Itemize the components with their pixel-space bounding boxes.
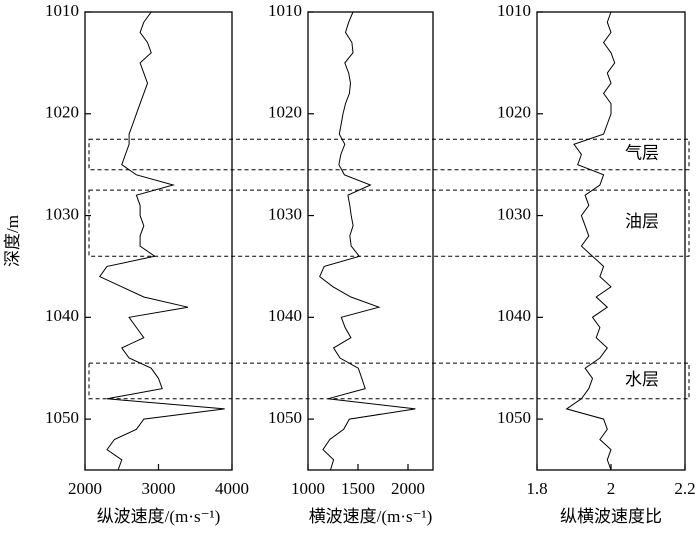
y-tick-label: 1010 — [268, 1, 302, 20]
panel-frame — [536, 11, 686, 471]
x-tick-label: 1500 — [341, 479, 375, 498]
y-tick-label: 1030 — [268, 204, 302, 223]
log-curve — [319, 11, 416, 471]
y-tick-label: 1010 — [497, 1, 531, 20]
x-tick-label: 2000 — [391, 479, 425, 498]
y-tick-label: 1030 — [497, 204, 531, 223]
x-tick-label: 1000 — [291, 479, 325, 498]
zone-box — [88, 138, 690, 171]
y-tick-label: 1040 — [45, 306, 79, 325]
x-tick-label: 2 — [607, 479, 616, 498]
y-tick-label: 1020 — [45, 103, 79, 122]
zone-label: 水层 — [625, 370, 659, 389]
y-axis-label: 深度/m — [3, 215, 22, 267]
x-tick-label: 1.8 — [526, 479, 547, 498]
zone-label: 油层 — [625, 212, 659, 231]
x-tick-label: 3000 — [142, 479, 176, 498]
log-curve — [98, 11, 225, 471]
y-tick-label: 1040 — [497, 306, 531, 325]
y-tick-label: 1040 — [268, 306, 302, 325]
log-curve — [565, 11, 616, 471]
x-tick-label: 2000 — [68, 479, 102, 498]
x-axis-label: 横波速度/(m·s⁻¹) — [309, 507, 433, 526]
zone-label: 气层 — [625, 143, 659, 162]
y-tick-label: 1020 — [497, 103, 531, 122]
x-axis-label: 纵波速度/(m·s⁻¹) — [97, 507, 221, 526]
panel-frame — [84, 11, 233, 471]
y-tick-label: 1050 — [497, 408, 531, 427]
y-tick-label: 1050 — [45, 408, 79, 427]
x-tick-label: 4000 — [215, 479, 249, 498]
zone-box — [88, 362, 690, 400]
y-tick-label: 1030 — [45, 204, 79, 223]
y-tick-label: 1010 — [45, 1, 79, 20]
zone-box — [88, 189, 690, 257]
x-axis-label: 纵横波速度比 — [560, 507, 662, 526]
y-tick-label: 1020 — [268, 103, 302, 122]
x-tick-label: 2.2 — [674, 479, 695, 498]
y-tick-label: 1050 — [268, 408, 302, 427]
panel-frame — [307, 11, 434, 471]
